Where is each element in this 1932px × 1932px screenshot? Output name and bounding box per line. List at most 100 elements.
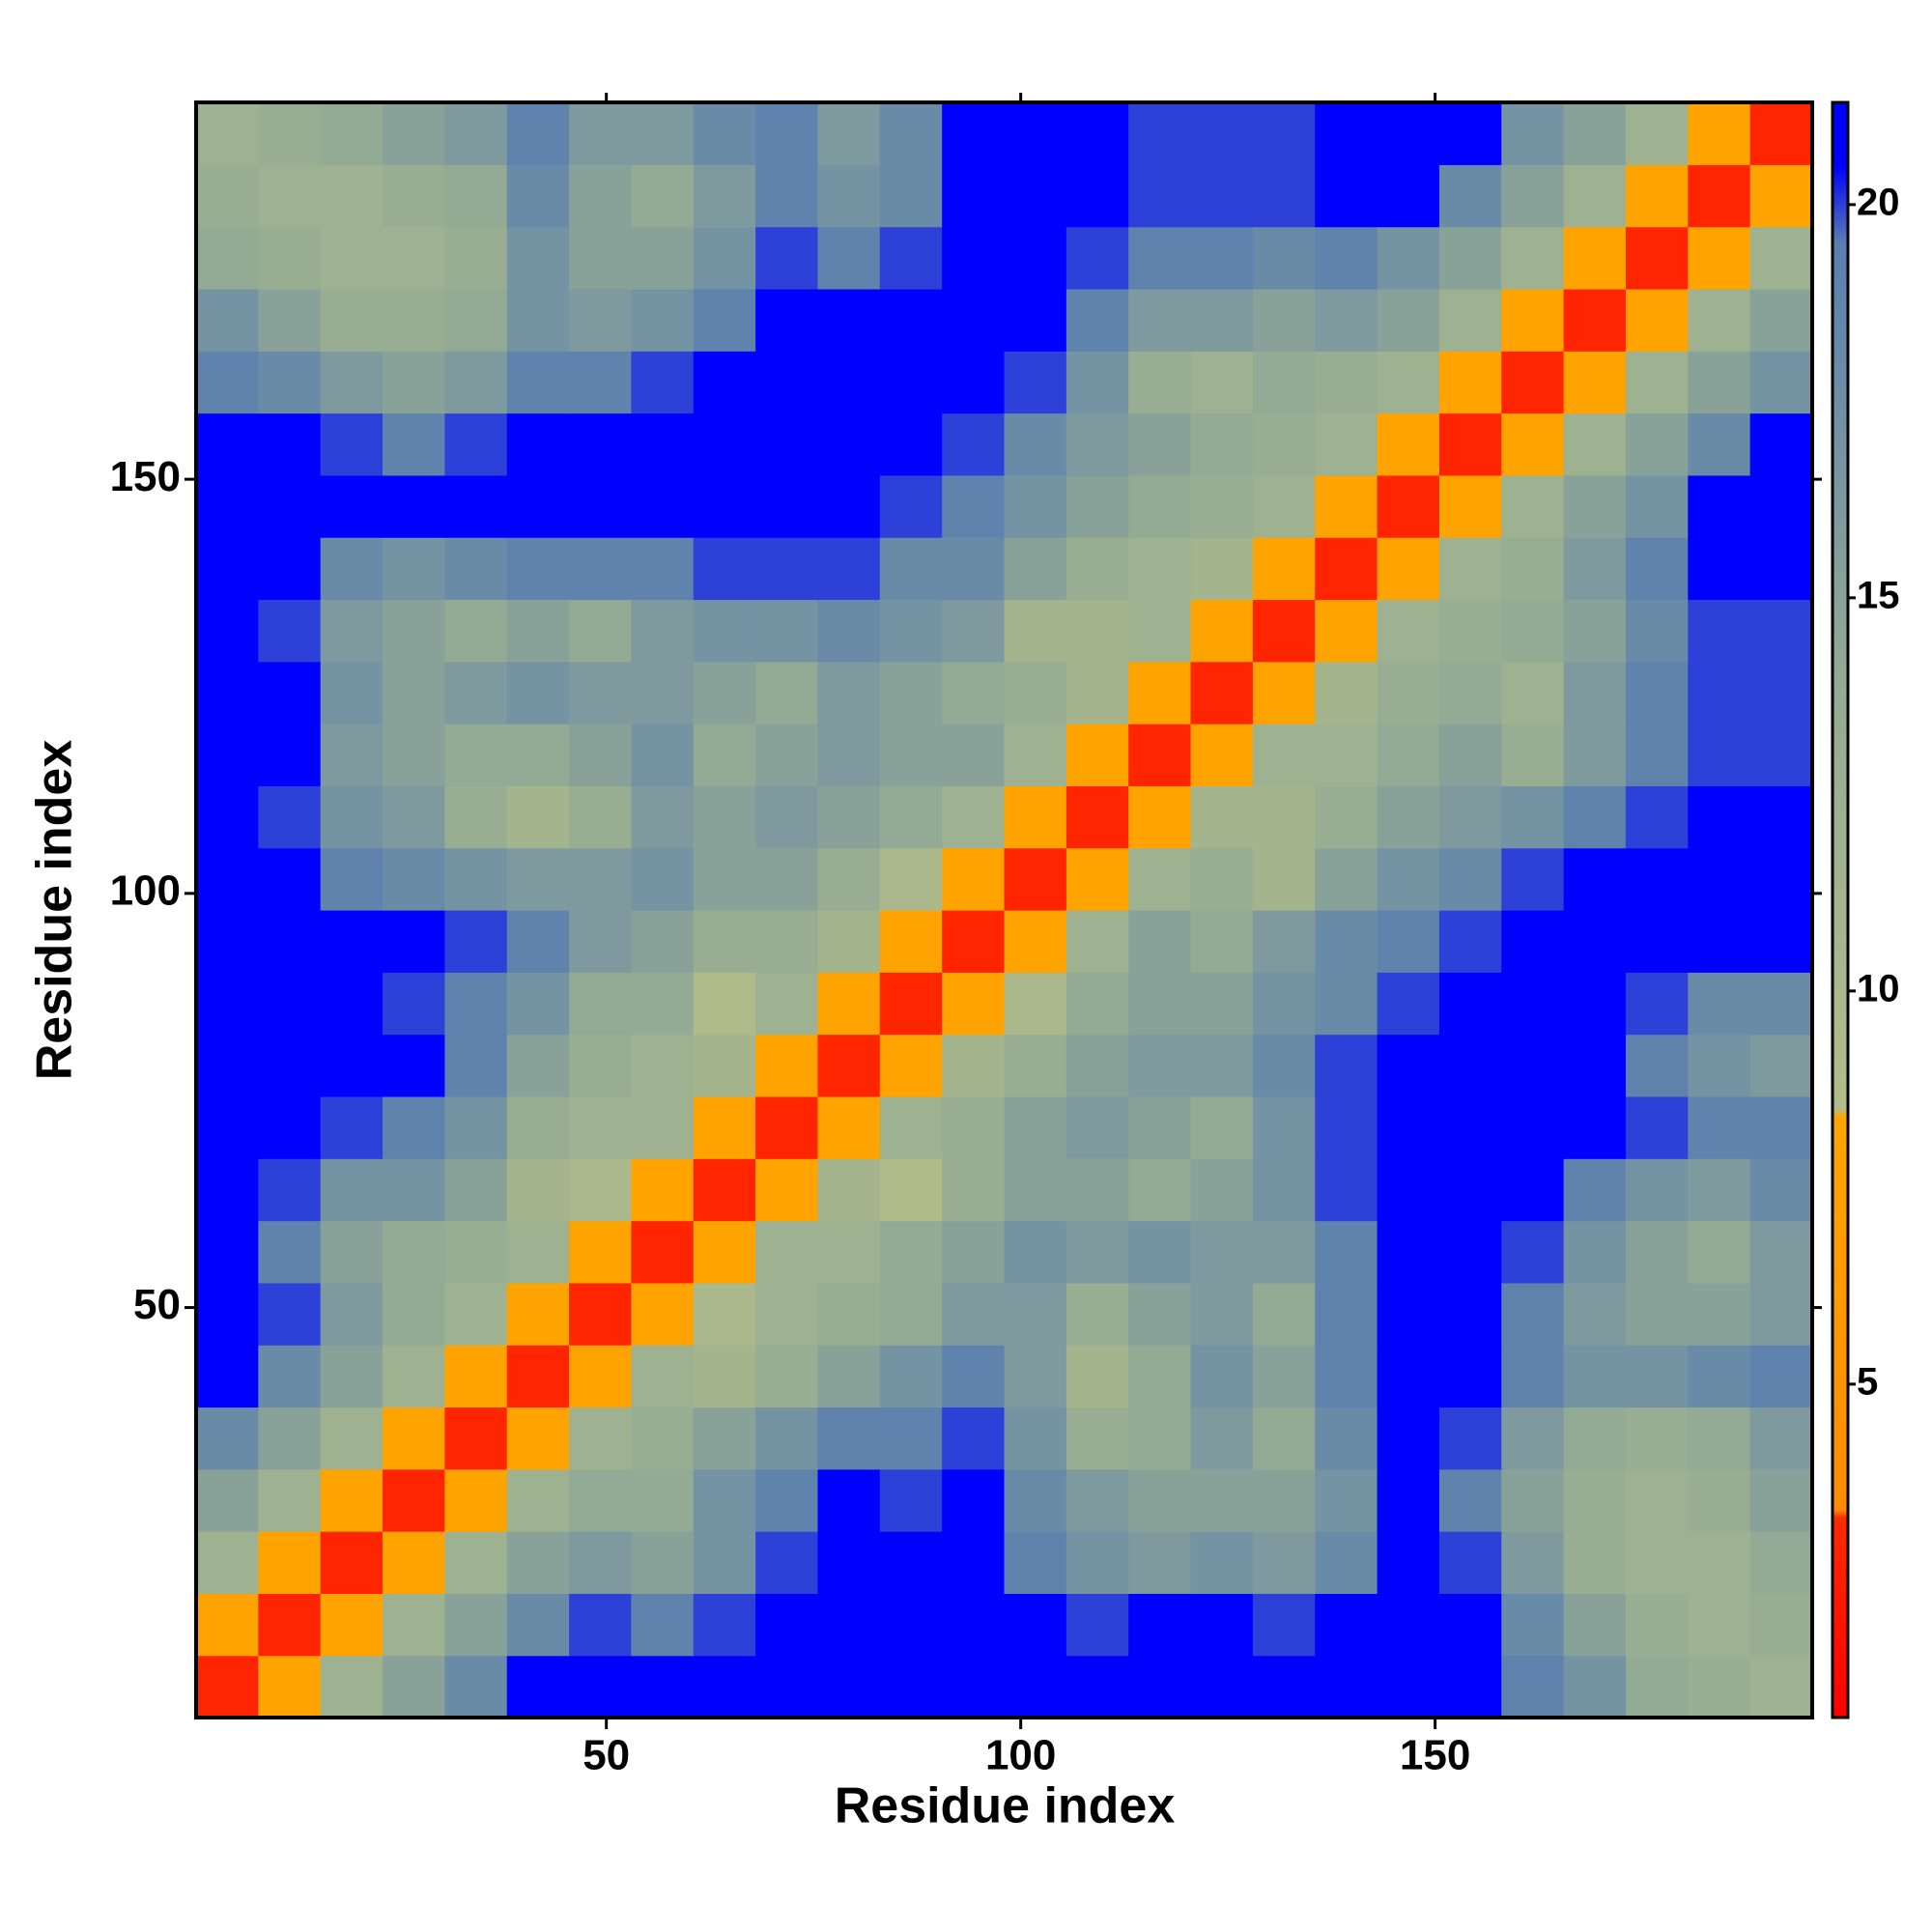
heatmap-cells [196, 102, 1813, 1719]
heatmap-cell [569, 537, 633, 601]
heatmap-cell [755, 1406, 819, 1470]
heatmap-cell [631, 1282, 695, 1346]
heatmap-cell [1438, 1034, 1502, 1097]
heatmap-cell [1438, 537, 1502, 601]
heatmap-cell [942, 1406, 1006, 1470]
heatmap-cell [1190, 226, 1254, 290]
heatmap-cell [1004, 1034, 1067, 1097]
heatmap-cell [506, 724, 570, 786]
heatmap-cell [1625, 910, 1689, 973]
heatmap-cell [755, 1095, 819, 1159]
heatmap-cell [1625, 847, 1689, 911]
heatmap-cell [1252, 1095, 1316, 1159]
heatmap-cell [1377, 1158, 1440, 1222]
heatmap-cell [1438, 164, 1502, 228]
heatmap-cell [1377, 910, 1440, 973]
heatmap-cell [631, 412, 695, 476]
heatmap-cell [1377, 474, 1440, 538]
heatmap-cell [1625, 537, 1689, 601]
heatmap-cell [1128, 474, 1192, 538]
heatmap-cell [196, 226, 259, 290]
heatmap-cell [1128, 1406, 1192, 1470]
heatmap-cell [1563, 910, 1627, 973]
heatmap-cell [444, 412, 508, 476]
heatmap-cell [258, 351, 322, 414]
heatmap-cell [506, 226, 570, 290]
heatmap-cell [1190, 1158, 1254, 1222]
heatmap-cell [1625, 288, 1689, 352]
heatmap-cell [1315, 1468, 1378, 1532]
heatmap-cell [444, 785, 508, 849]
heatmap-cell [1065, 785, 1129, 849]
heatmap-cell [1625, 1158, 1689, 1222]
heatmap-cell [1190, 1345, 1254, 1408]
heatmap-cell [444, 661, 508, 724]
heatmap-cell [1563, 1406, 1627, 1470]
heatmap-cell [320, 724, 384, 786]
heatmap-cell [817, 661, 881, 724]
heatmap-cell [1377, 1282, 1440, 1346]
heatmap-cell [693, 351, 756, 414]
heatmap-cell [1749, 972, 1813, 1036]
heatmap-cell [1563, 1220, 1627, 1284]
heatmap-cell [1315, 1593, 1378, 1657]
heatmap-cell [1065, 1345, 1129, 1408]
heatmap-cell [569, 412, 633, 476]
heatmap-cell [755, 226, 819, 290]
heatmap-cell [1625, 102, 1689, 165]
heatmap-cell [942, 1220, 1006, 1284]
heatmap-cell [942, 474, 1006, 538]
heatmap-cell [569, 1345, 633, 1408]
heatmap-cell [942, 1468, 1006, 1532]
heatmap-cell [258, 288, 322, 352]
heatmap-cell [755, 599, 819, 663]
heatmap-cell [1688, 847, 1751, 911]
heatmap-cell [879, 1220, 943, 1284]
heatmap-cell [879, 847, 943, 911]
heatmap-cell [817, 599, 881, 663]
heatmap-cell [1749, 1468, 1813, 1532]
heatmap-cell [569, 724, 633, 786]
heatmap-cell [942, 1158, 1006, 1222]
heatmap-cell [755, 102, 819, 165]
heatmap-cell [506, 599, 570, 663]
heatmap-cell [1065, 847, 1129, 911]
heatmap-cell [196, 164, 259, 228]
heatmap-cell [383, 1345, 445, 1408]
heatmap-cell [506, 785, 570, 849]
heatmap-cell [506, 1593, 570, 1657]
heatmap-cell [942, 102, 1006, 165]
heatmap-cell [444, 351, 508, 414]
heatmap-cell [1438, 1158, 1502, 1222]
heatmap-cell [1563, 785, 1627, 849]
heatmap-cell [383, 1158, 445, 1222]
heatmap-cell [1688, 1593, 1751, 1657]
heatmap-cell [755, 1593, 819, 1657]
heatmap-cell [196, 1406, 259, 1470]
heatmap-cell [1563, 599, 1627, 663]
heatmap-cell [631, 1655, 695, 1719]
heatmap-cell [1625, 1095, 1689, 1159]
heatmap-cell [506, 847, 570, 911]
heatmap-cell [1004, 412, 1067, 476]
heatmap-cell [1563, 164, 1627, 228]
heatmap-cell [1065, 1034, 1129, 1097]
heatmap-cell [631, 785, 695, 849]
heatmap-cell [444, 1406, 508, 1470]
heatmap-cell [1252, 1034, 1316, 1097]
heatmap-cell [258, 1034, 322, 1097]
heatmap-cell [1563, 1282, 1627, 1346]
heatmap-cell [320, 1593, 384, 1657]
heatmap-cell [444, 724, 508, 786]
heatmap-cell [258, 226, 322, 290]
heatmap-cell [196, 1095, 259, 1159]
heatmap-cell [879, 1345, 943, 1408]
heatmap-cell [1688, 1655, 1751, 1719]
heatmap-cell [755, 1468, 819, 1532]
heatmap-cell [1438, 1095, 1502, 1159]
heatmap-cell [1252, 724, 1316, 786]
heatmap-cell [258, 785, 322, 849]
heatmap-cell [1625, 1345, 1689, 1408]
heatmap-cell [1065, 164, 1129, 228]
heatmap-cell [631, 724, 695, 786]
